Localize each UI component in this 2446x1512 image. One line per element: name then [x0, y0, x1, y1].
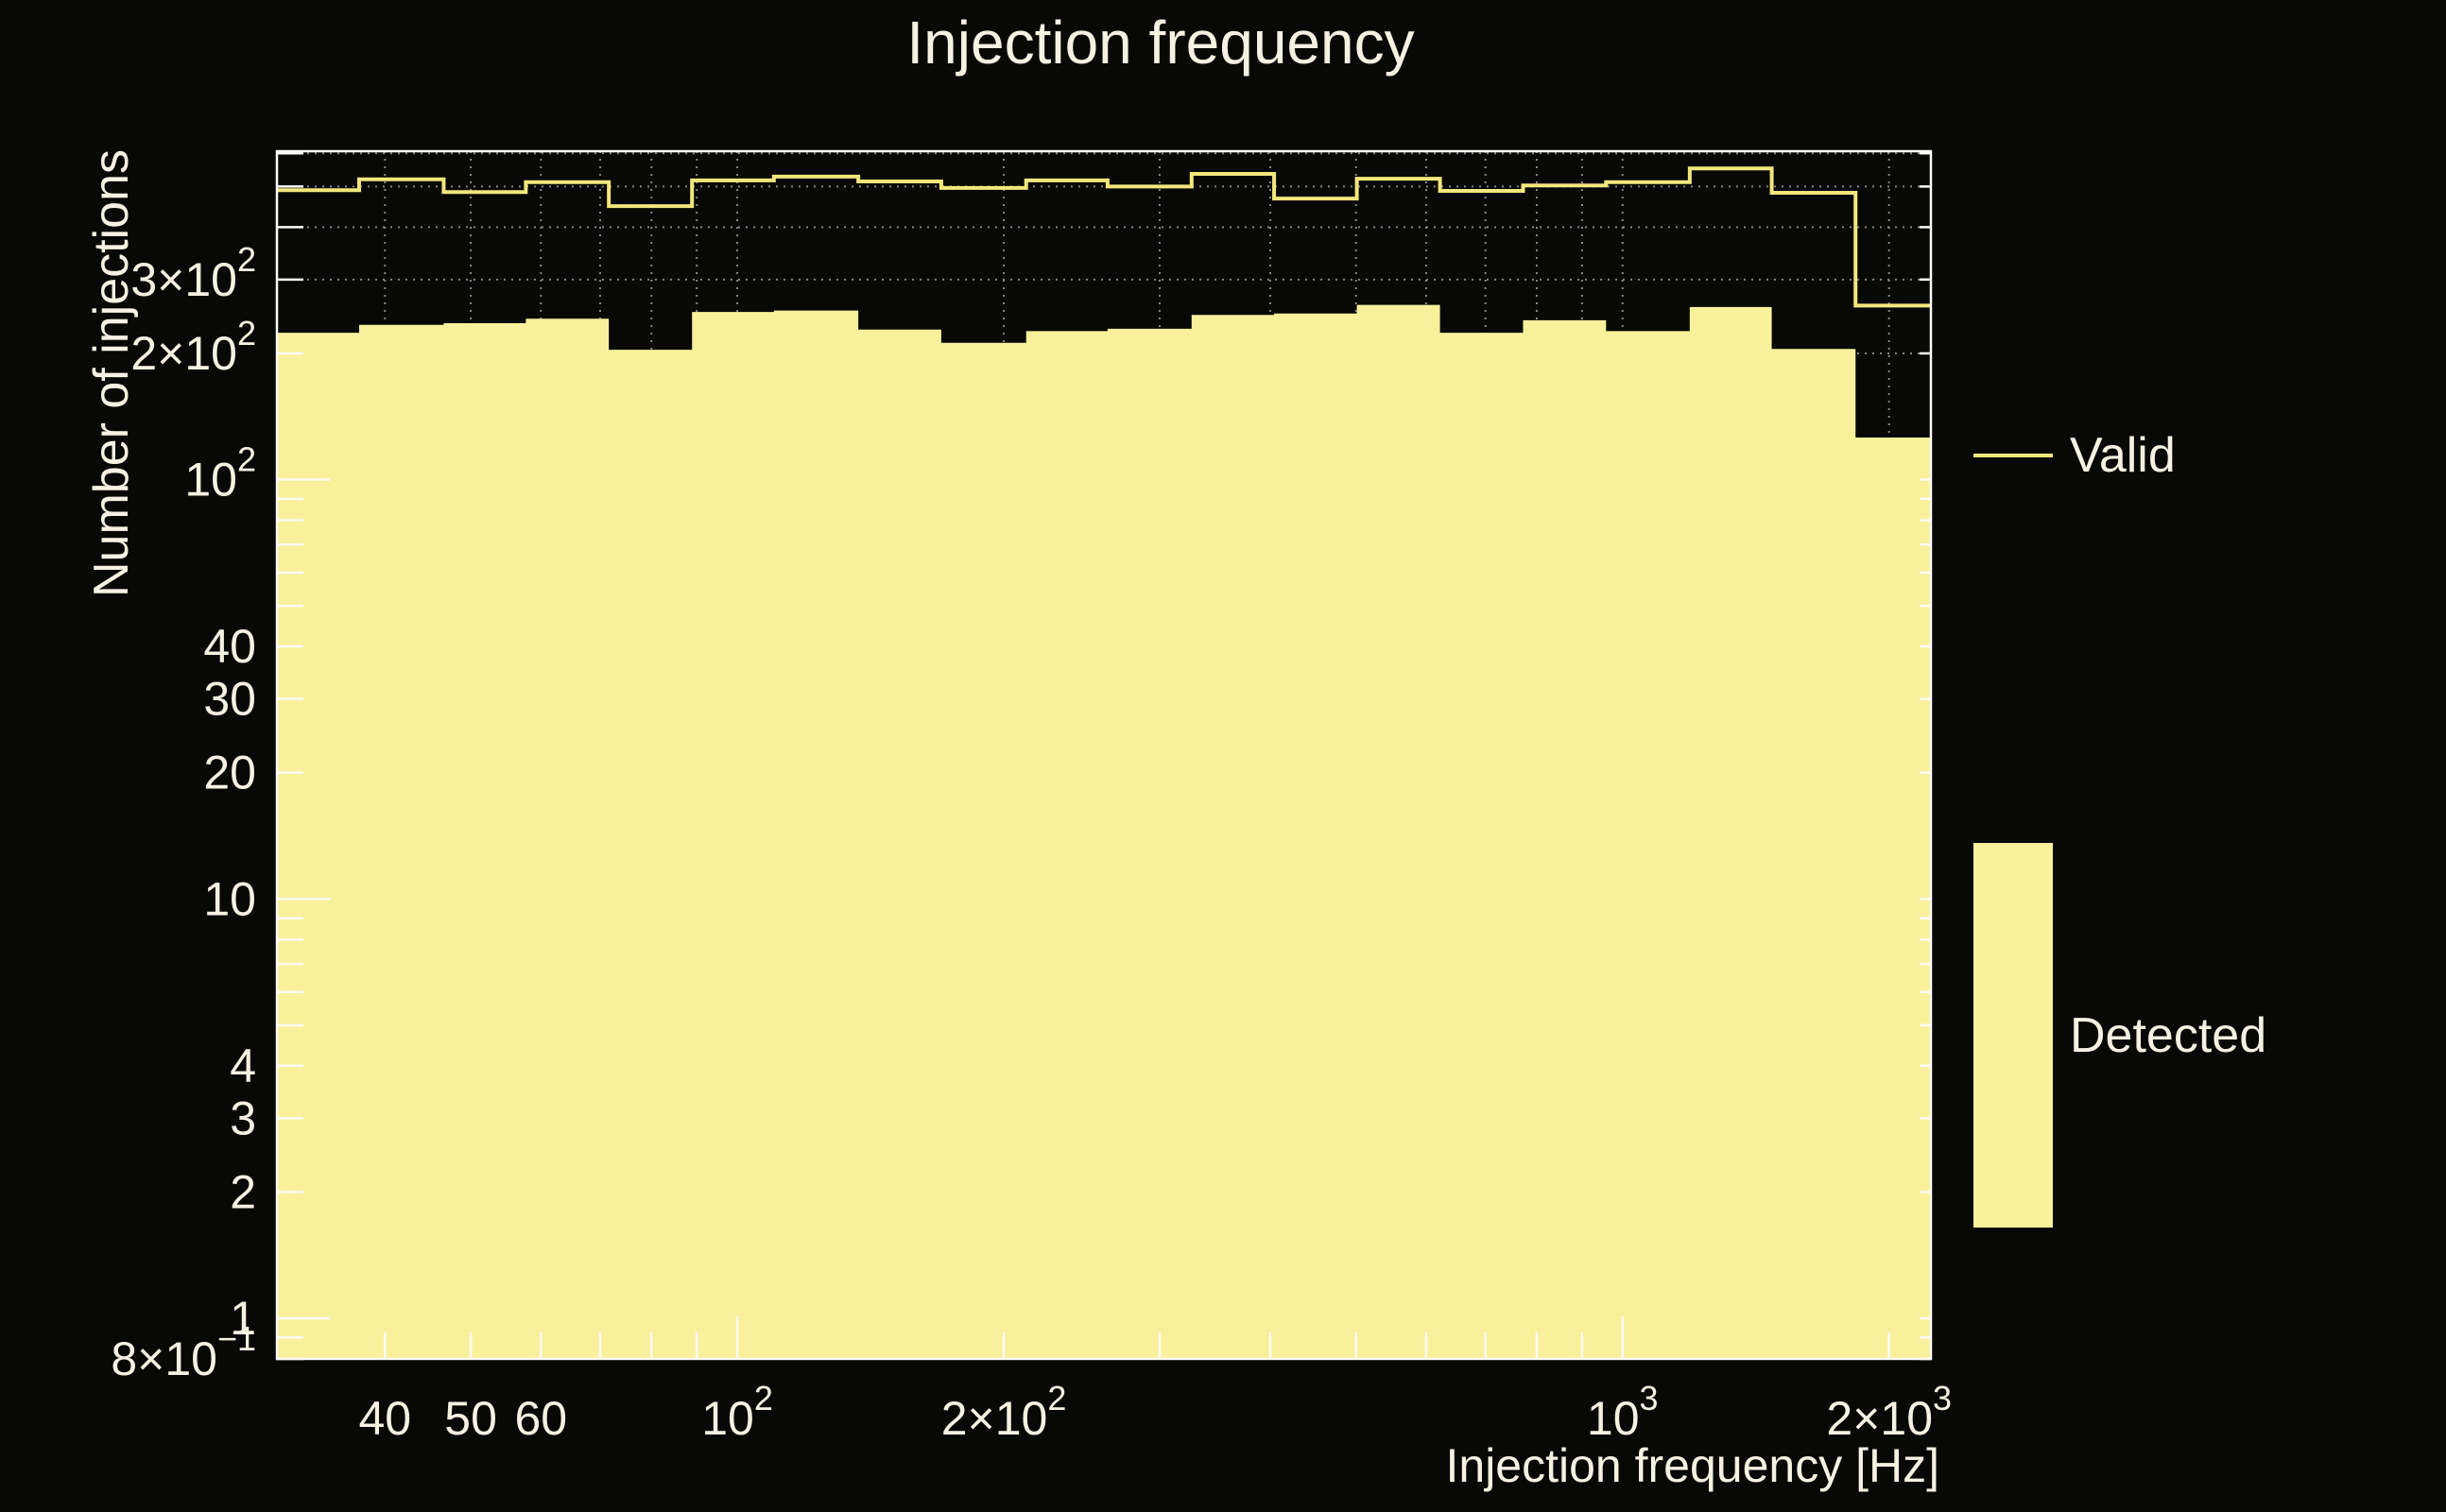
y-tick-label: 3×102 — [130, 240, 256, 306]
y-axis-title: Number of injections — [84, 149, 139, 597]
valid-line-swatch — [1973, 454, 2053, 457]
x-tick-label: 50 — [444, 1392, 497, 1445]
y-tick-label: 3 — [230, 1091, 256, 1144]
x-tick-label: 60 — [514, 1392, 567, 1445]
legend-label-valid: Valid — [2070, 428, 2176, 483]
x-tick-label: 40 — [359, 1392, 412, 1445]
y-tick-label: 102 — [184, 440, 256, 507]
detected-fill-swatch — [1973, 843, 2053, 1228]
tick-marks — [277, 151, 1931, 1361]
y-tick-label: 8×10−1 — [111, 1319, 256, 1385]
legend-label-detected: Detected — [2070, 1008, 2267, 1063]
y-tick-label: 1 — [230, 1292, 256, 1345]
y-tick-label: 2 — [230, 1165, 256, 1218]
y-tick-label: 10 — [203, 872, 256, 925]
y-tick-label: 30 — [203, 673, 256, 726]
x-tick-label: 2×103 — [1826, 1379, 1952, 1445]
y-tick-label: 4 — [230, 1040, 256, 1092]
x-tick-label: 103 — [1587, 1379, 1659, 1445]
y-tick-label: 40 — [203, 620, 256, 673]
y-tick-label: 2×102 — [130, 314, 256, 380]
x-axis-title: Injection frequency [Hz] — [1445, 1439, 1940, 1492]
x-tick-label: 102 — [701, 1379, 773, 1445]
valid-histogram-line — [277, 166, 1931, 308]
x-tick-label: 2×102 — [941, 1379, 1067, 1445]
detected-histogram-fill — [277, 304, 1931, 1359]
plot-frame — [275, 149, 1933, 1361]
y-tick-label: 20 — [203, 747, 256, 799]
chart-title: Injection frequency — [906, 9, 1415, 77]
tick-labels: 40 50 60 102 2×102 103 2×1033×1022×10210240302… — [111, 240, 1952, 1445]
